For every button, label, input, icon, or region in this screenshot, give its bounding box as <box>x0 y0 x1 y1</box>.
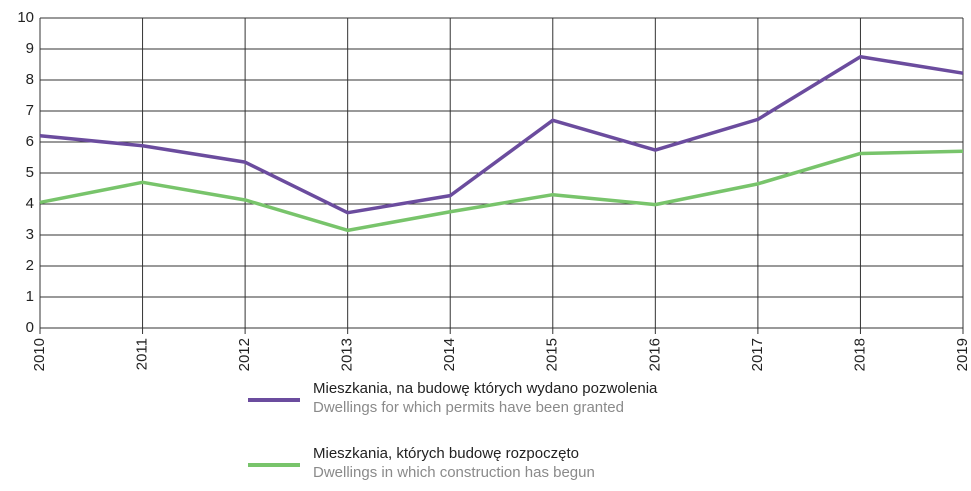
y-tick-label: 5 <box>26 164 34 181</box>
series-line <box>39 55 964 215</box>
x-tick-label: 2018 <box>851 338 868 371</box>
y-tick-label: 1 <box>26 288 34 305</box>
x-tick-label: 2010 <box>31 338 48 371</box>
x-tick-label: 2012 <box>236 338 253 371</box>
y-tick-label: 9 <box>26 40 34 57</box>
legend-label: Mieszkania, na budowę których wydano poz… <box>313 380 658 397</box>
y-tick-label: 8 <box>26 71 34 88</box>
y-tick-label: 7 <box>26 102 34 119</box>
legend-label: Mieszkania, których budowę rozpoczęto <box>313 445 579 462</box>
y-tick-label: 4 <box>26 195 34 212</box>
y-tick-label: 3 <box>26 226 34 243</box>
y-tick-label: 2 <box>26 257 34 274</box>
y-tick-label: 10 <box>17 9 34 26</box>
y-tick-label: 6 <box>26 133 34 150</box>
x-tick-label: 2014 <box>441 338 458 371</box>
legend-label-en: Dwellings in which construction has begu… <box>313 464 595 481</box>
x-tick-label: 2013 <box>339 338 356 371</box>
x-tick-label: 2016 <box>646 338 663 371</box>
legend-label-en: Dwellings for which permits have been gr… <box>313 399 624 416</box>
x-tick-label: 2011 <box>134 338 151 370</box>
x-tick-label: 2019 <box>954 338 971 371</box>
y-tick-label: 0 <box>26 319 34 336</box>
x-tick-label: 2017 <box>749 338 766 371</box>
x-tick-label: 2015 <box>544 338 561 371</box>
series-line <box>39 149 964 233</box>
